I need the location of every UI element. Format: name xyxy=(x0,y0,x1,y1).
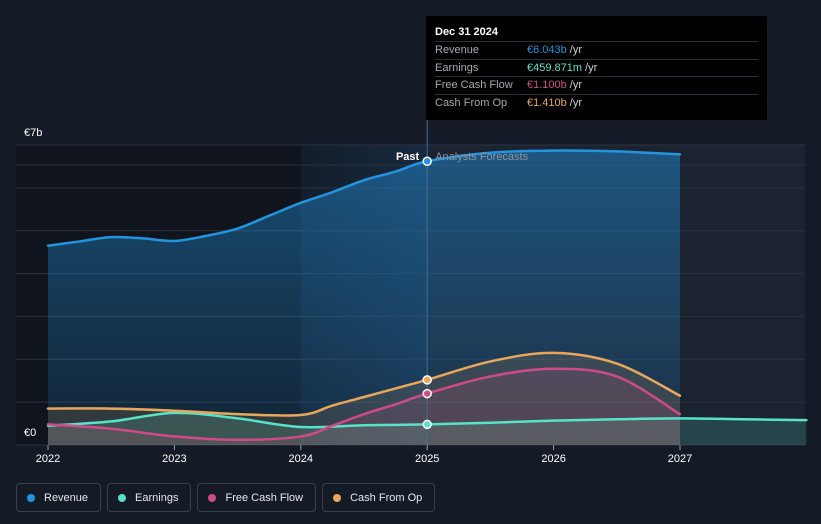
line-revenue xyxy=(46,149,682,247)
x-tick-label: 2026 xyxy=(541,453,565,465)
legend-item-earnings[interactable]: Earnings xyxy=(107,483,192,512)
legend: Revenue Earnings Free Cash Flow Cash Fro… xyxy=(16,483,436,512)
tooltip-row-value: €6.043b xyxy=(527,44,567,57)
point-earnings xyxy=(422,419,432,430)
tooltip-points xyxy=(422,156,432,430)
tooltip-row-value: €1.410b xyxy=(527,96,567,109)
tooltip-row-unit: /yr xyxy=(569,44,582,57)
tooltip-row-value: €1.100b xyxy=(527,79,567,92)
tooltip-row-earnings: Earnings €459.871m /yr xyxy=(435,58,758,77)
legend-item-cash-from-op[interactable]: Cash From Op xyxy=(322,483,436,512)
tooltip: Dec 31 2024 Revenue €6.043b /yr Earnings… xyxy=(426,16,767,120)
tooltip-row-free-cash-flow: Free Cash Flow €1.100b /yr xyxy=(435,76,758,94)
point-revenue xyxy=(422,156,432,167)
x-tick-label: 2022 xyxy=(36,453,60,465)
past-label: Past xyxy=(396,151,420,163)
y-axis-label-max: €7b xyxy=(24,127,42,139)
y-axis-label-min: €0 xyxy=(24,427,36,439)
tooltip-row-revenue: Revenue €6.043b /yr xyxy=(435,41,758,59)
x-axis: 2022 2023 2024 2025 2026 2027 xyxy=(36,445,692,465)
legend-label: Revenue xyxy=(44,491,89,504)
x-tick-label: 2023 xyxy=(162,453,186,465)
tooltip-row-cash-from-op: Cash From Op €1.410b /yr xyxy=(435,93,758,112)
x-tick-label: 2027 xyxy=(668,453,692,465)
tooltip-row-unit: /yr xyxy=(569,79,582,92)
x-tick-label: 2025 xyxy=(415,453,439,465)
line-free_cash_flow xyxy=(46,367,682,442)
legend-label: Free Cash Flow xyxy=(225,491,304,504)
area-free_cash_flow xyxy=(48,368,680,445)
tooltip-row-name: Free Cash Flow xyxy=(435,79,513,92)
x-tick-label: 2024 xyxy=(289,453,313,465)
point-free_cash_flow xyxy=(422,388,432,399)
forecast-label: Analysts Forecasts xyxy=(435,151,528,163)
tooltip-date: Dec 31 2024 xyxy=(435,26,498,38)
legend-label: Cash From Op xyxy=(350,491,423,504)
tooltip-row-value: €459.871m xyxy=(527,61,583,74)
tooltip-row-unit: /yr xyxy=(585,61,598,74)
chart: €7b €0 2022 2023 2024 2025 2026 2027 Past Ana… xyxy=(16,20,808,465)
legend-item-revenue[interactable]: Revenue xyxy=(16,483,102,512)
line-cash_from_op xyxy=(46,351,682,417)
legend-dot-icon xyxy=(118,493,127,502)
legend-label: Earnings xyxy=(135,491,179,504)
tooltip-row-name: Revenue xyxy=(435,44,480,57)
legend-dot-icon xyxy=(208,493,217,502)
legend-dot-icon xyxy=(333,493,342,502)
tooltip-row-unit: /yr xyxy=(569,96,582,109)
tooltip-row-name: Cash From Op xyxy=(435,96,508,109)
point-cash_from_op xyxy=(422,375,432,385)
legend-dot-icon xyxy=(27,493,35,502)
tooltip-row-name: Earnings xyxy=(435,61,479,74)
legend-item-free-cash-flow[interactable]: Free Cash Flow xyxy=(197,483,317,512)
